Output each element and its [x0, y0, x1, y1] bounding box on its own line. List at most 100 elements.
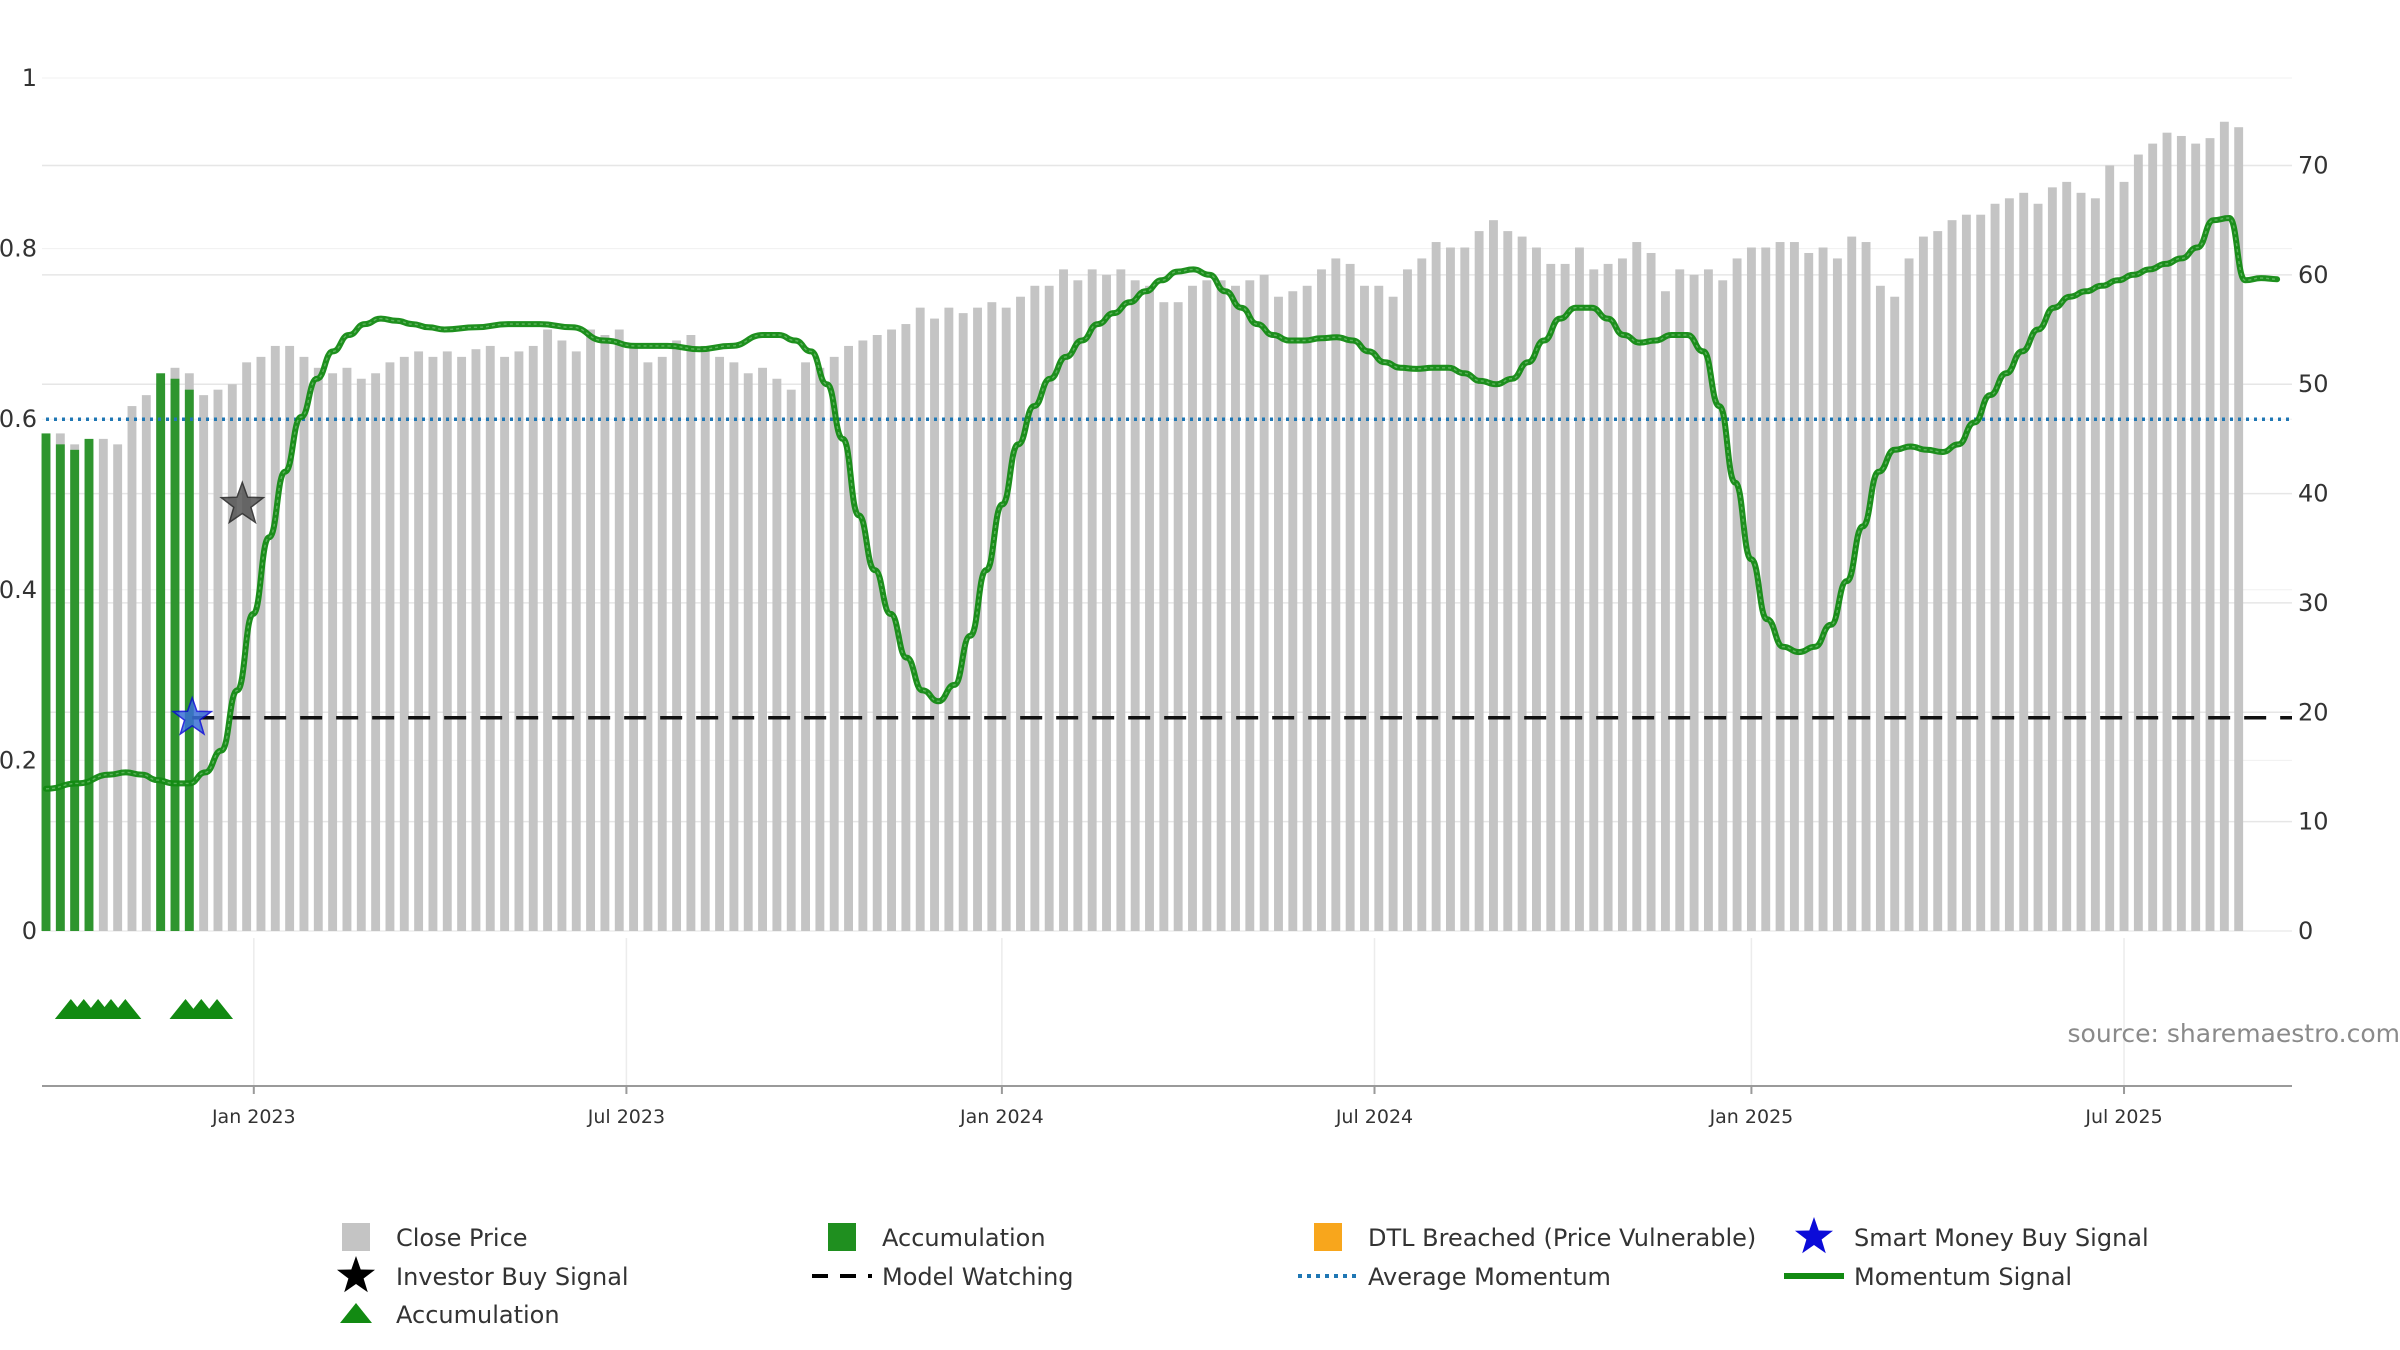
close-price-bar: [786, 389, 796, 931]
close-price-bar: [1976, 214, 1986, 931]
legend-label: Momentum Signal: [1854, 1263, 2072, 1291]
close-price-bar: [1245, 280, 1255, 932]
legend-item: Model Watching: [812, 1263, 1074, 1291]
close-price-bar: [1746, 247, 1756, 931]
right-axis-tick-label: 50: [2298, 370, 2329, 398]
close-price-bar: [586, 329, 596, 931]
legend-label: Smart Money Buy Signal: [1854, 1224, 2149, 1252]
close-price-bar: [944, 307, 954, 932]
close-price-bar: [543, 329, 553, 931]
close-price-bar: [915, 307, 925, 932]
accumulation-bar: [41, 433, 51, 931]
left-axis-tick-label: 0: [22, 917, 37, 945]
close-price-bar: [872, 334, 882, 931]
close-price-bar: [1130, 280, 1140, 932]
close-price-bar: [1861, 242, 1871, 932]
close-price-bar: [815, 367, 825, 931]
close-price-bar: [2004, 198, 2014, 932]
close-price-bar: [858, 340, 868, 931]
close-price-bar: [328, 373, 338, 931]
legend-label: Close Price: [396, 1224, 528, 1252]
x-axis-tick-label: Jan 2023: [211, 1106, 296, 1128]
legend-triangle-icon: [340, 1303, 372, 1323]
close-price-bar: [127, 406, 137, 932]
close-price-bar: [1617, 258, 1627, 931]
accumulation-triangle: [201, 999, 234, 1019]
close-price-bar: [2176, 135, 2186, 931]
close-price-bar: [887, 329, 896, 931]
close-price-bar: [1159, 302, 1169, 931]
legend-square-icon: [828, 1223, 856, 1251]
momentum-signal-texture: [45, 217, 2278, 790]
close-price-bar: [199, 395, 209, 932]
close-price-bar: [2105, 165, 2115, 931]
close-price-bar: [1001, 307, 1011, 932]
legend-item: Accumulation: [828, 1223, 1046, 1252]
accumulation-bar: [156, 373, 166, 931]
close-price-bar: [1689, 274, 1699, 931]
close-price-bar: [758, 367, 768, 931]
close-price-bar: [987, 302, 997, 931]
close-price-bar: [1403, 269, 1412, 932]
close-price-bar: [1417, 258, 1427, 931]
close-price-bar: [1546, 263, 1556, 931]
close-price-bar: [1016, 296, 1025, 931]
close-price-bar: [600, 334, 610, 931]
close-price-bar: [1173, 302, 1183, 931]
left-axis-tick-label: 0.6: [0, 405, 37, 433]
accumulation-bar: [170, 378, 180, 931]
legend-label: Average Momentum: [1368, 1263, 1611, 1291]
close-price-bar: [1188, 285, 1197, 931]
investor-buy-signal-star: [219, 480, 266, 525]
right-axis-tick-label: 20: [2298, 698, 2329, 726]
legend-square-icon: [1314, 1223, 1342, 1251]
close-price-bar: [113, 444, 123, 931]
close-price-bar: [1574, 247, 1584, 931]
close-price-bar: [414, 351, 424, 931]
close-price-bar: [2219, 121, 2229, 931]
close-price-bar: [399, 356, 409, 932]
close-price-bar: [1517, 236, 1527, 932]
close-price-bar: [1818, 247, 1828, 931]
close-price-bar: [715, 356, 725, 932]
close-price-bar: [2205, 138, 2215, 931]
close-price-bar: [1274, 296, 1283, 931]
close-price-bar: [442, 351, 452, 931]
left-axis-tick-label: 0.2: [0, 746, 37, 774]
close-price-bar: [700, 345, 710, 932]
momentum-layer: [43, 215, 2281, 792]
right-axis-tick-label: 30: [2298, 589, 2329, 617]
legend-star-icon: [1795, 1217, 1833, 1254]
close-price-bar: [1474, 231, 1484, 932]
close-price-bar: [500, 356, 510, 932]
close-price-bar: [1804, 252, 1814, 931]
close-price-bar: [1560, 263, 1570, 931]
legend-item: Smart Money Buy Signal: [1795, 1217, 2149, 1254]
close-price-bar: [428, 356, 438, 932]
close-price-bar: [2019, 192, 2029, 932]
close-price-bar: [829, 356, 839, 932]
close-price-bar: [2191, 143, 2201, 932]
close-price-bar: [1345, 263, 1355, 931]
close-price-bar: [1961, 214, 1971, 931]
close-price-bar: [1087, 269, 1097, 932]
close-price-bar: [643, 362, 653, 931]
close-price-bar: [1890, 296, 1900, 931]
close-price-bar: [844, 345, 853, 932]
close-price-bar: [743, 373, 753, 931]
close-price-bar: [801, 362, 810, 931]
x-axis-tick-label: Jul 2023: [587, 1106, 665, 1128]
x-axis-tick-label: Jan 2024: [959, 1106, 1044, 1128]
close-price-bar: [1044, 285, 1054, 931]
close-price-bar: [2162, 132, 2172, 931]
close-price-bar: [1116, 269, 1126, 932]
close-price-bar: [1202, 280, 1212, 932]
legend-item: Accumulation: [340, 1301, 560, 1329]
accumulation-bar: [55, 444, 65, 931]
left-axis-tick-label: 0.8: [0, 235, 37, 263]
close-price-bar: [1761, 247, 1771, 931]
close-price-bar: [299, 356, 309, 932]
close-price-bar: [471, 349, 481, 931]
